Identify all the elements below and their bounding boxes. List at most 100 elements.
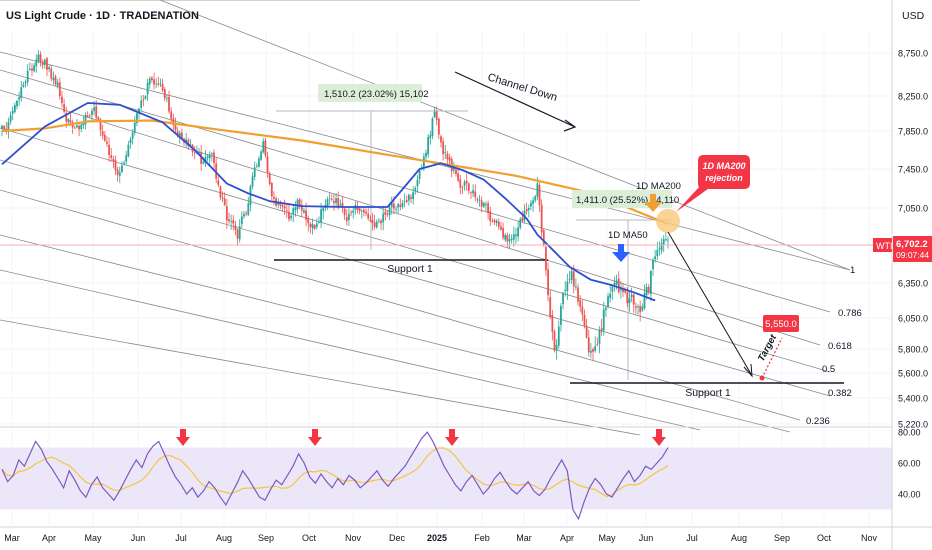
candle-body bbox=[129, 139, 132, 144]
candle-body bbox=[641, 306, 644, 311]
candle-body bbox=[223, 198, 226, 205]
candle-body bbox=[397, 203, 400, 208]
candle-body bbox=[330, 199, 333, 201]
symbol-tag-label: WTI bbox=[876, 241, 893, 251]
candle-body bbox=[596, 344, 599, 345]
candle-body bbox=[664, 239, 667, 241]
candle-body bbox=[178, 132, 181, 137]
candle-body bbox=[373, 222, 376, 227]
candle-body bbox=[485, 203, 487, 205]
candle-body bbox=[575, 286, 577, 288]
candle-body bbox=[363, 210, 365, 213]
candle-body bbox=[78, 126, 80, 130]
candle-body bbox=[348, 213, 350, 220]
candle-body bbox=[305, 210, 307, 220]
candle-body bbox=[48, 67, 51, 70]
time-tick-label: May bbox=[598, 533, 616, 543]
candle-body bbox=[590, 350, 592, 353]
ma200-label: 1D MA200 bbox=[636, 181, 681, 192]
candle-body bbox=[495, 220, 498, 224]
candle-body bbox=[470, 192, 472, 194]
candle-body bbox=[592, 349, 594, 352]
candle-body bbox=[600, 328, 603, 331]
candle-body bbox=[273, 196, 275, 199]
candle-body bbox=[318, 222, 320, 223]
candle-body bbox=[58, 82, 61, 97]
candle-body bbox=[50, 68, 53, 79]
fib-level-label: 1 bbox=[850, 265, 855, 276]
rsi-panel bbox=[0, 429, 892, 521]
candle-body bbox=[262, 141, 265, 153]
candle-body bbox=[360, 210, 363, 212]
candle-body bbox=[628, 298, 631, 304]
candle-body bbox=[281, 205, 284, 207]
time-tick-label: Jun bbox=[131, 533, 146, 543]
time-tick-label: Jun bbox=[639, 533, 654, 543]
candle-body bbox=[245, 213, 248, 215]
rsi-line bbox=[1, 431, 669, 521]
candle-body bbox=[168, 96, 170, 112]
candle-body bbox=[429, 135, 432, 139]
price-tick-label: 5,400.0 bbox=[898, 394, 928, 404]
candle-body bbox=[356, 206, 359, 210]
candle-body bbox=[26, 70, 29, 83]
candle-body bbox=[474, 191, 477, 198]
candle-body bbox=[153, 79, 155, 85]
time-tick-label: Aug bbox=[731, 533, 747, 543]
candle-body bbox=[547, 269, 549, 296]
candle-body bbox=[322, 208, 325, 212]
candle-body bbox=[553, 331, 556, 351]
candle-body bbox=[581, 306, 584, 315]
candle-body bbox=[185, 139, 188, 144]
projection-arrow bbox=[667, 231, 752, 375]
price-tick-label: 5,800.0 bbox=[898, 345, 928, 355]
candle-body bbox=[339, 204, 342, 206]
support-lower-label: Support 1 bbox=[685, 387, 731, 399]
candle-body bbox=[455, 170, 457, 175]
candle-body bbox=[202, 161, 205, 164]
channel-line bbox=[0, 127, 831, 373]
candle-body bbox=[564, 289, 567, 291]
time-tick-label: Nov bbox=[345, 533, 362, 543]
candle-body bbox=[500, 226, 502, 230]
candle-body bbox=[654, 256, 657, 260]
ma50-label: 1D MA50 bbox=[608, 230, 648, 241]
candle-body bbox=[300, 204, 303, 211]
candle-body bbox=[230, 221, 233, 222]
time-tick-label: Jul bbox=[686, 533, 698, 543]
candle-body bbox=[525, 209, 528, 212]
candle-body bbox=[560, 306, 562, 325]
candle-body bbox=[427, 137, 430, 155]
price-tick-label: 5,600.0 bbox=[898, 369, 928, 379]
candle-body bbox=[320, 209, 322, 223]
candle-body bbox=[504, 235, 507, 240]
price-tick-label: 7,850.0 bbox=[898, 127, 928, 137]
time-tick-label: May bbox=[84, 533, 102, 543]
time-tick-label: Nov bbox=[861, 533, 878, 543]
rsi-band bbox=[0, 447, 892, 510]
target-point bbox=[759, 375, 765, 381]
candle-body bbox=[249, 186, 252, 206]
candle-body bbox=[493, 219, 496, 222]
candle-body bbox=[472, 190, 475, 194]
candle-body bbox=[232, 220, 235, 224]
candle-body bbox=[193, 152, 196, 154]
candle-body bbox=[341, 203, 344, 208]
time-tick-label: Feb bbox=[474, 533, 490, 543]
candle-body bbox=[583, 314, 586, 326]
candle-body bbox=[502, 228, 505, 238]
candle-body bbox=[534, 196, 537, 201]
candle-body bbox=[624, 289, 627, 293]
chart-title: US Light Crude · 1D · TRADENATION bbox=[6, 10, 199, 22]
candle-body bbox=[118, 172, 121, 176]
candle-body bbox=[521, 217, 524, 222]
candle-body bbox=[52, 77, 55, 80]
rsi-peak-arrow bbox=[652, 429, 666, 446]
candle-body bbox=[613, 282, 616, 286]
candle-body bbox=[491, 221, 494, 222]
channel-line bbox=[0, 319, 641, 436]
candle-body bbox=[645, 287, 648, 296]
candle-body bbox=[382, 213, 385, 223]
